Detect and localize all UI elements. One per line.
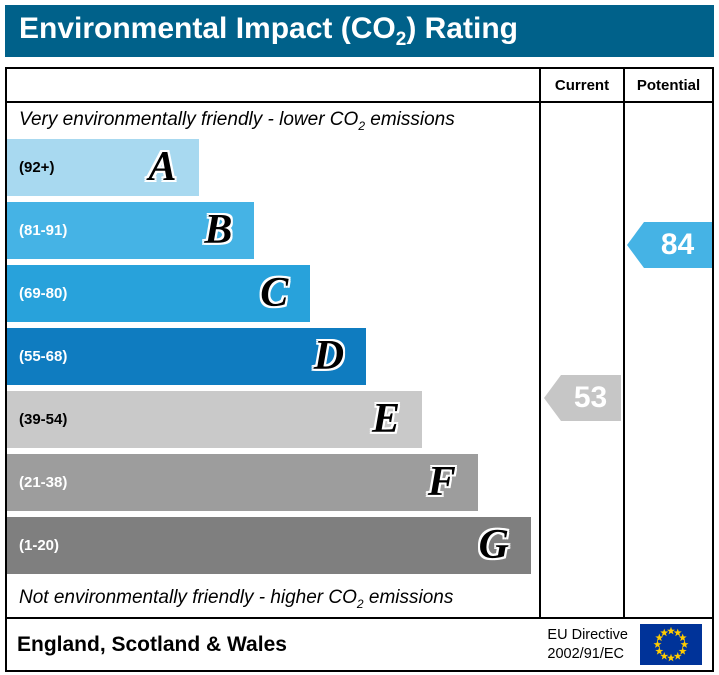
band-letter: F xyxy=(427,459,456,505)
chart-area: Very environmentally friendly - lower CO… xyxy=(7,103,539,617)
current-column: 53 xyxy=(539,103,623,617)
band-row-e: (39-54) E xyxy=(7,391,539,454)
band-bar-f: (21-38) F xyxy=(7,454,478,511)
band-bar-g: (1-20) G xyxy=(7,517,532,574)
region-label: England, Scotland & Wales xyxy=(17,632,287,656)
band-bar-c: (69-80) C xyxy=(7,265,311,322)
rating-bands: (92+) A (81-91) B (69-80) C (55-68) D (39-54) E (2… xyxy=(7,139,539,580)
eu-flag xyxy=(640,624,702,665)
potential-rating-value: 84 xyxy=(660,228,695,261)
band-range-label: (92+) xyxy=(19,159,55,176)
band-row-c: (69-80) C xyxy=(7,265,539,328)
chart-title-text: Environmental Impact (CO xyxy=(19,11,396,45)
table-body: Very environmentally friendly - lower CO… xyxy=(7,103,712,617)
band-row-g: (1-20) G xyxy=(7,517,539,580)
band-bar-d: (55-68) D xyxy=(7,328,367,385)
band-bar-b: (81-91) B xyxy=(7,202,255,259)
chart-title: Environmental Impact (CO2) Rating xyxy=(19,12,518,51)
table-footer: England, Scotland & Wales EU Directive 2… xyxy=(7,617,712,670)
potential-column-header: Potential xyxy=(623,69,712,101)
band-row-f: (21-38) F xyxy=(7,454,539,517)
band-range-label: (55-68) xyxy=(19,348,68,365)
band-range-label: (81-91) xyxy=(19,222,68,239)
eu-directive-label: EU Directive 2002/91/EC xyxy=(547,626,628,664)
potential-column: 84 xyxy=(623,103,712,617)
band-range-label: (21-38) xyxy=(19,474,68,491)
top-note-text: Very environmentally friendly - lower CO… xyxy=(19,109,455,133)
band-row-b: (81-91) B xyxy=(7,202,539,265)
chart-title-subscript: 2 xyxy=(395,28,407,50)
band-row-a: (92+) A xyxy=(7,139,539,202)
bottom-note: Not environmentally friendly - higher CO… xyxy=(7,580,539,617)
band-range-label: (1-20) xyxy=(19,537,60,554)
band-letter: G xyxy=(478,522,510,568)
band-range-label: (69-80) xyxy=(19,285,68,302)
header-spacer xyxy=(7,69,539,101)
band-letter: A xyxy=(148,144,177,190)
top-note: Very environmentally friendly - lower CO… xyxy=(7,103,539,139)
eu-directive-line1: EU Directive xyxy=(547,626,628,643)
band-letter: C xyxy=(260,270,289,316)
table-header-row: Current Potential xyxy=(7,69,712,103)
potential-rating-arrow: 84 xyxy=(627,222,712,268)
eu-directive-line2: 2002/91/EC xyxy=(547,645,625,662)
band-bar-e: (39-54) E xyxy=(7,391,422,448)
rating-table: Current Potential Very environmentally f… xyxy=(5,67,714,672)
bottom-note-text: Not environmentally friendly - higher CO… xyxy=(19,586,454,611)
band-letter: B xyxy=(204,207,233,253)
band-letter: D xyxy=(313,333,345,379)
band-range-label: (39-54) xyxy=(19,411,68,428)
current-rating-arrow: 53 xyxy=(544,375,621,421)
current-column-header: Current xyxy=(539,69,623,101)
chart-title-banner: Environmental Impact (CO2) Rating xyxy=(5,5,714,57)
band-bar-a: (92+) A xyxy=(7,139,199,196)
band-letter: E xyxy=(371,396,400,442)
band-row-d: (55-68) D xyxy=(7,328,539,391)
eu-flag-stars xyxy=(653,626,689,662)
chart-title-suffix: ) Rating xyxy=(406,11,518,45)
current-rating-value: 53 xyxy=(573,381,608,414)
